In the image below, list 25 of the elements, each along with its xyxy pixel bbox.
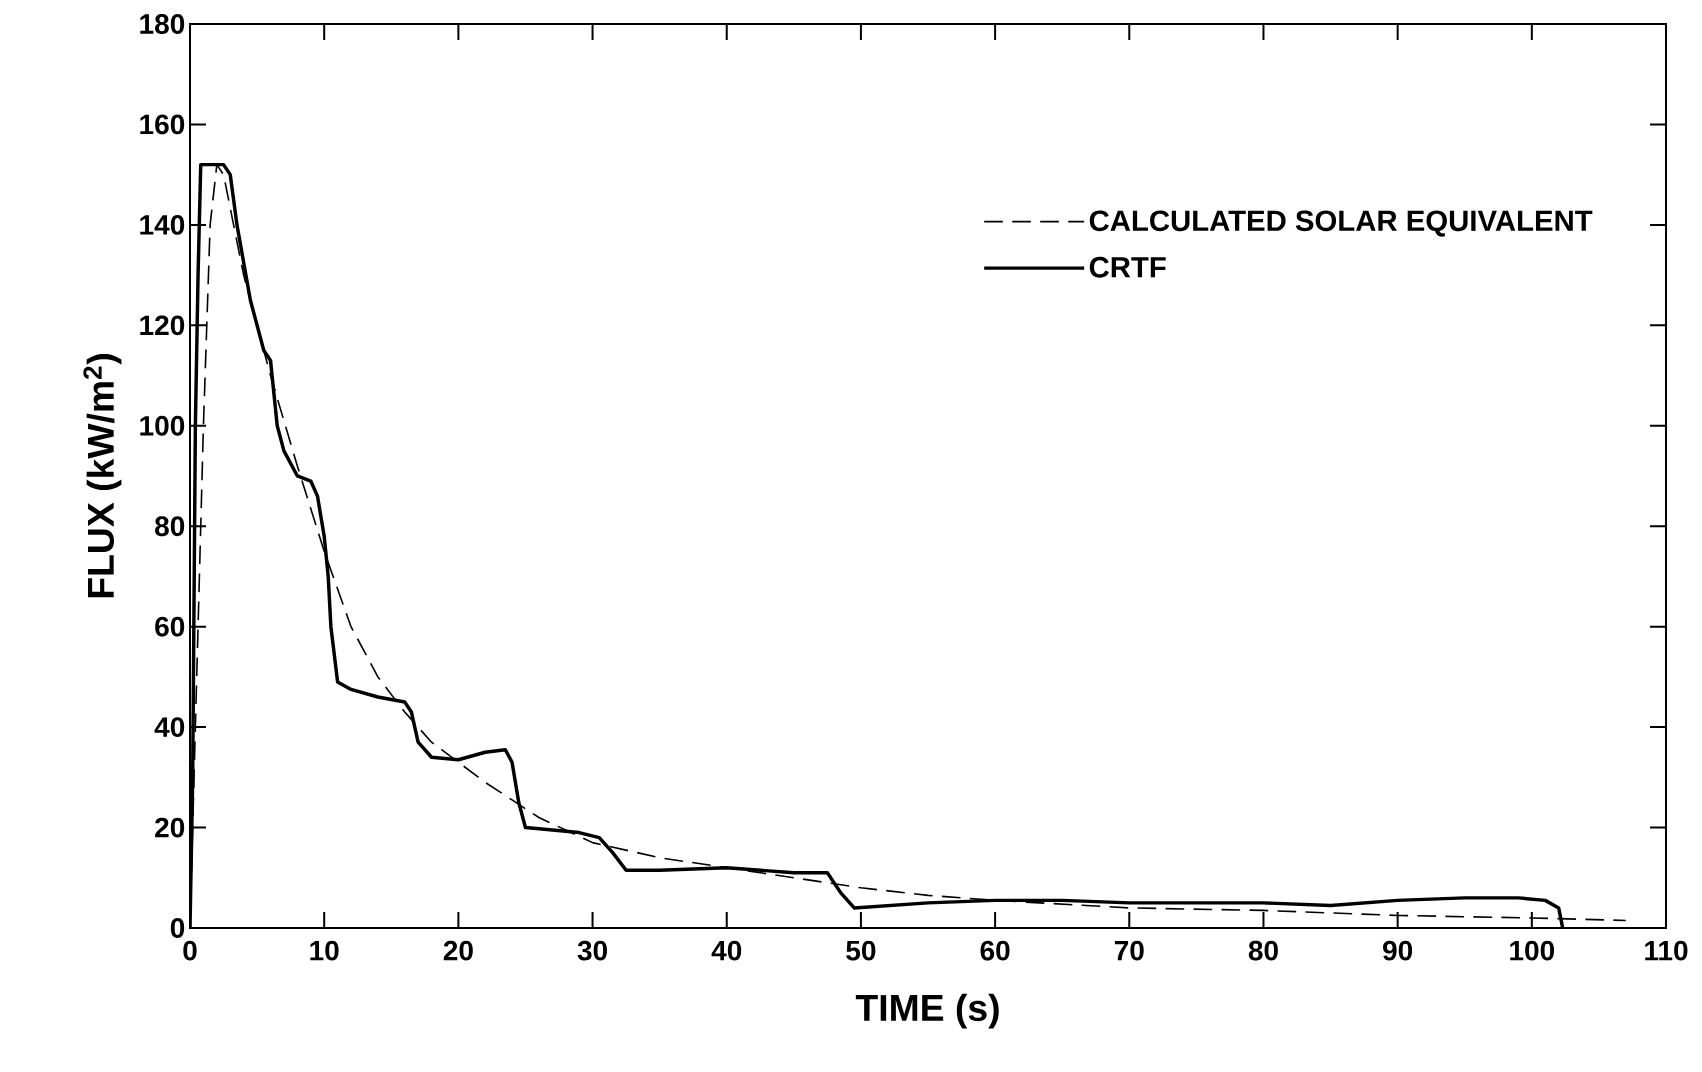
x-tick-label: 110: [1645, 940, 1688, 961]
x-tick-label: 100: [1510, 940, 1555, 961]
y-tick-label: 100: [140, 415, 185, 436]
x-axis-title: TIME (s): [855, 993, 999, 1029]
y-tick-label: 0: [170, 918, 185, 938]
x-tick-label: 20: [443, 940, 473, 961]
y-tick-label: 120: [140, 315, 185, 336]
y-axis-title: FLUX (kW/m$^{2}$): [83, 354, 122, 598]
y-tick-label: 20: [155, 817, 185, 838]
y-tick-label: 160: [140, 114, 185, 135]
x-tick-label: 60: [980, 940, 1010, 961]
x-tick-label: 70: [1114, 940, 1144, 961]
y-tick-label: 40: [154, 717, 185, 738]
x-tick-label: 40: [711, 940, 742, 961]
x-tick-label: 10: [310, 940, 339, 961]
legend-label: CALCULATED SOLAR EQUIVALENT: [1089, 210, 1593, 237]
x-tick-label: 30: [577, 940, 607, 961]
x-tick-label: 80: [1248, 940, 1278, 961]
y-tick-label: 180: [140, 14, 185, 34]
y-tick-label: 140: [140, 214, 185, 235]
y-tick-label: 80: [155, 516, 185, 537]
legend-label: CRTF: [1089, 256, 1166, 278]
x-tick-label: 90: [1383, 940, 1413, 961]
y-tick-label: 60: [155, 616, 185, 637]
x-tick-label: 50: [846, 940, 876, 961]
